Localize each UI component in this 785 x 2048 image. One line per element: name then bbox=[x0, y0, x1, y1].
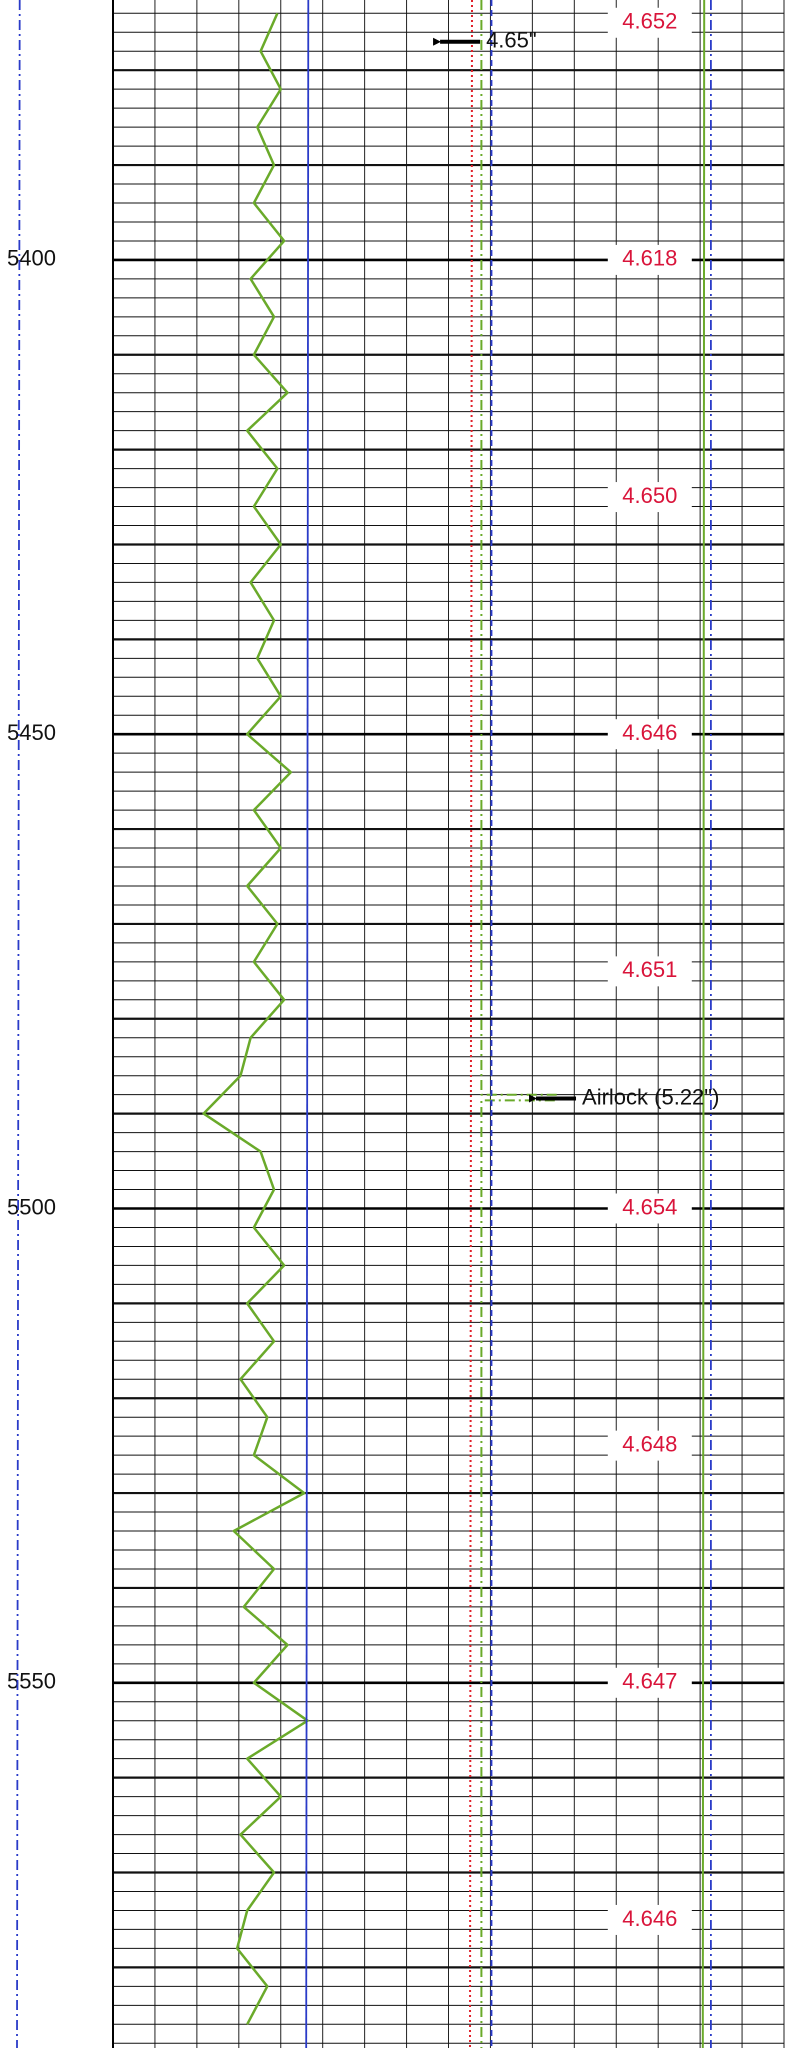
reading-label-bg bbox=[607, 482, 692, 513]
annotation: 4.65" bbox=[486, 28, 537, 53]
reading-label-bg bbox=[607, 1904, 692, 1935]
reading-label: 4.654 bbox=[622, 1194, 677, 1219]
log-curve bbox=[469, 0, 473, 2048]
depth-label: 5400 bbox=[7, 246, 56, 271]
reading-label-bg bbox=[607, 7, 692, 38]
log-curve bbox=[16, 0, 21, 2048]
reading-label: 4.651 bbox=[622, 957, 677, 982]
reading-label-bg bbox=[607, 1667, 692, 1698]
reading-label: 4.648 bbox=[622, 1431, 677, 1456]
log-curve bbox=[305, 0, 310, 2048]
reading-label: 4.618 bbox=[622, 246, 677, 271]
reading-label: 4.647 bbox=[622, 1669, 677, 1694]
reading-label-bg bbox=[607, 244, 692, 275]
log-curve bbox=[701, 0, 706, 2048]
reading-label-bg bbox=[607, 956, 692, 987]
log-curve bbox=[202, 12, 309, 2025]
annotation: Airlock (5.22") bbox=[582, 1084, 719, 1109]
reading-label: 4.646 bbox=[622, 1906, 677, 1931]
reading-label: 4.650 bbox=[622, 483, 677, 508]
depth-label: 5550 bbox=[7, 1669, 56, 1694]
reading-label-bg bbox=[607, 1193, 692, 1224]
reading-label: 4.646 bbox=[622, 720, 677, 745]
reading-label-bg bbox=[607, 719, 692, 750]
depth-label: 5450 bbox=[7, 720, 56, 745]
depth-label: 5500 bbox=[7, 1194, 56, 1219]
reading-label-bg bbox=[607, 1430, 692, 1461]
reading-label: 4.652 bbox=[622, 9, 677, 34]
